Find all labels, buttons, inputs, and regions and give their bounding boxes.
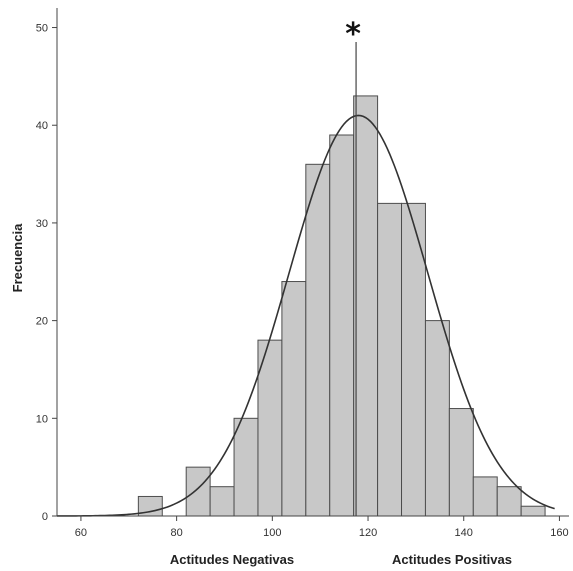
histogram-bar xyxy=(185,466,211,517)
histogram-bar xyxy=(233,417,259,517)
histogram-bar xyxy=(520,505,546,517)
histogram-bar xyxy=(305,163,331,517)
histogram-bar xyxy=(209,486,235,517)
normal-curve xyxy=(56,114,555,517)
x-tick-label: 120 xyxy=(359,527,377,539)
histogram-bar xyxy=(496,486,522,517)
histogram-bar xyxy=(424,320,450,517)
y-tick-label: 20 xyxy=(36,316,48,328)
x-tick-label: 140 xyxy=(455,527,473,539)
y-tick-label: 40 xyxy=(36,120,48,132)
y-tick-label: 30 xyxy=(36,218,48,230)
histogram-bar xyxy=(329,134,355,517)
x-annotation-negative: Actitudes Negativas xyxy=(170,552,294,567)
x-tick-label: 60 xyxy=(75,527,87,539)
x-annotation-positive: Actitudes Positivas xyxy=(392,552,512,567)
histogram-bar xyxy=(353,95,379,517)
y-axis-title: Frecuencia xyxy=(10,223,25,292)
bars-group xyxy=(137,95,546,517)
histogram-bar xyxy=(472,476,498,517)
x-ticks-group: 60 80 100 120 140 160 xyxy=(75,516,569,539)
y-tick-label: 0 xyxy=(42,511,48,523)
histogram-bar xyxy=(448,408,474,517)
y-tick-label: 50 xyxy=(36,23,48,35)
histogram-bar xyxy=(281,281,307,517)
y-tick-label: 10 xyxy=(36,413,48,425)
x-tick-label: 80 xyxy=(171,527,183,539)
x-tick-label: 160 xyxy=(550,527,568,539)
histogram-bar xyxy=(377,202,403,517)
marker-symbol: * xyxy=(345,17,361,52)
y-ticks-group: 0 10 20 30 40 50 xyxy=(36,23,57,523)
x-tick-label: 100 xyxy=(263,527,281,539)
